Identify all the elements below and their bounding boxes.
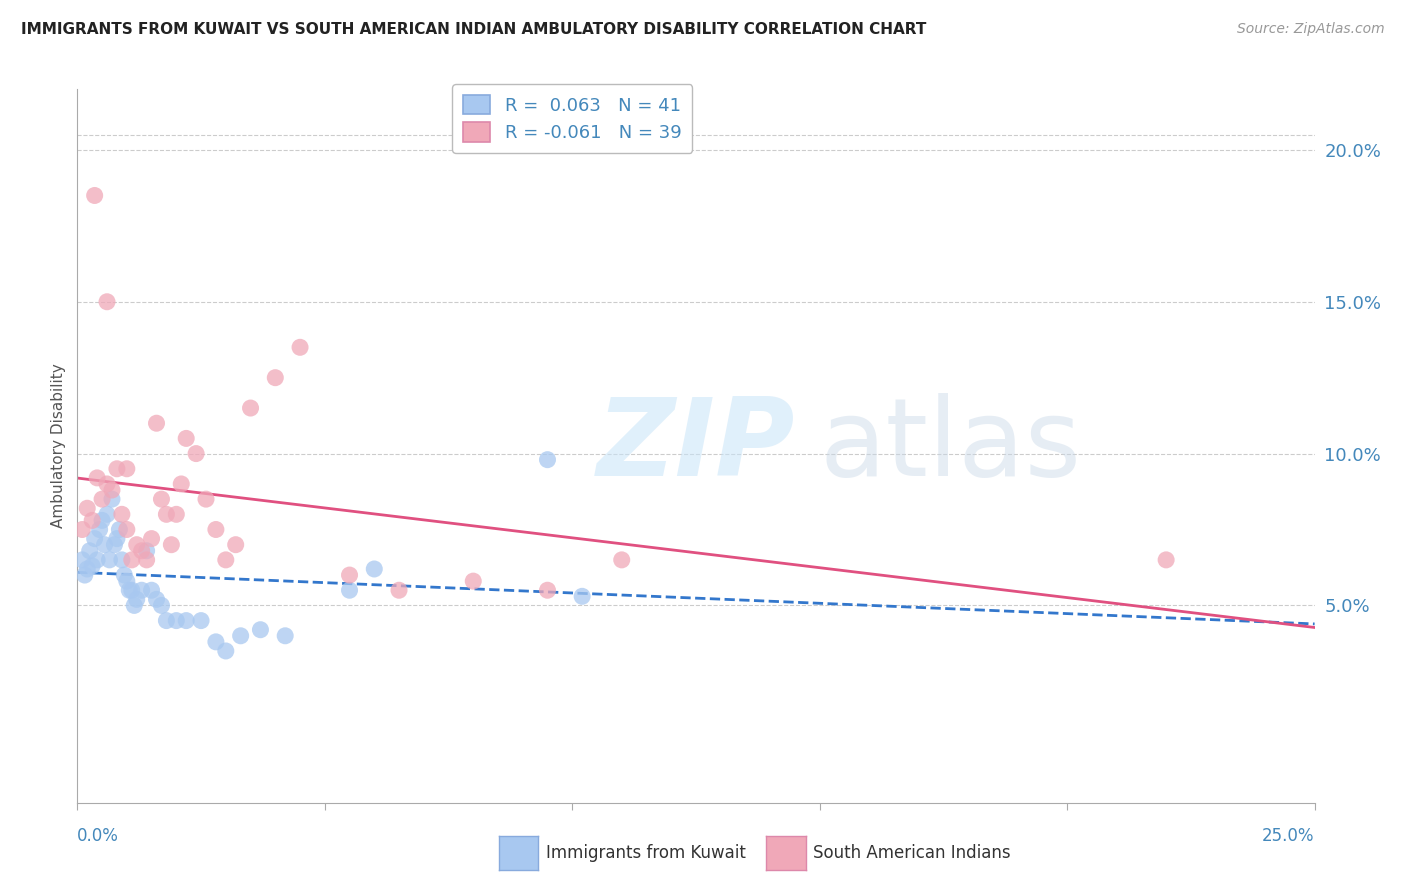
Point: [103, 538, 125, 552]
Point: [72, 553, 94, 567]
Point: [83, 532, 105, 546]
Point: [91, 513, 114, 527]
Point: [170, 477, 193, 491]
Point: [83, 188, 105, 202]
Point: [155, 614, 177, 628]
Text: Source: ZipAtlas.com: Source: ZipAtlas.com: [1237, 22, 1385, 37]
Point: [249, 623, 271, 637]
Point: [111, 508, 134, 522]
Point: [155, 508, 177, 522]
Point: [115, 574, 138, 588]
Point: [122, 599, 145, 613]
Point: [141, 583, 163, 598]
Point: [115, 462, 138, 476]
Point: [125, 592, 148, 607]
Point: [101, 483, 124, 497]
Point: [215, 644, 238, 658]
Point: [125, 538, 148, 552]
Point: [205, 635, 228, 649]
Point: [86, 471, 108, 485]
Text: atlas: atlas: [820, 393, 1081, 499]
Y-axis label: Ambulatory Disability: Ambulatory Disability: [51, 364, 66, 528]
Point: [115, 523, 138, 537]
Point: [131, 543, 153, 558]
Point: [536, 452, 558, 467]
Point: [72, 523, 94, 537]
Text: Immigrants from Kuwait: Immigrants from Kuwait: [546, 844, 745, 862]
Point: [108, 523, 131, 537]
Point: [274, 629, 297, 643]
Point: [571, 590, 593, 604]
Point: [339, 568, 361, 582]
Point: [160, 538, 183, 552]
Point: [135, 553, 157, 567]
Point: [121, 553, 143, 567]
Point: [82, 558, 104, 573]
Legend: R =  0.063   N = 41, R = -0.061   N = 39: R = 0.063 N = 41, R = -0.061 N = 39: [453, 84, 692, 153]
Point: [98, 553, 121, 567]
Point: [239, 401, 262, 415]
Point: [89, 523, 111, 537]
Point: [229, 629, 252, 643]
Point: [86, 553, 108, 567]
Point: [96, 508, 118, 522]
Point: [76, 562, 98, 576]
Point: [205, 523, 228, 537]
Point: [174, 431, 197, 445]
Point: [363, 562, 385, 576]
Point: [141, 532, 163, 546]
Point: [195, 492, 218, 507]
Text: 0.0%: 0.0%: [77, 827, 120, 845]
Point: [76, 501, 98, 516]
Point: [96, 294, 118, 309]
Text: 25.0%: 25.0%: [1263, 827, 1315, 845]
Point: [150, 599, 173, 613]
Point: [96, 477, 118, 491]
Point: [93, 538, 115, 552]
Point: [131, 583, 153, 598]
Point: [288, 340, 311, 354]
Point: [82, 513, 104, 527]
Text: South American Indians: South American Indians: [813, 844, 1011, 862]
Point: [215, 553, 238, 567]
Point: [165, 508, 187, 522]
Point: [190, 614, 212, 628]
Point: [463, 574, 485, 588]
Point: [105, 462, 128, 476]
Point: [184, 447, 207, 461]
Point: [1154, 553, 1177, 567]
Point: [111, 553, 134, 567]
Point: [105, 532, 128, 546]
Text: IMMIGRANTS FROM KUWAIT VS SOUTH AMERICAN INDIAN AMBULATORY DISABILITY CORRELATIO: IMMIGRANTS FROM KUWAIT VS SOUTH AMERICAN…: [21, 22, 927, 37]
Point: [174, 614, 197, 628]
Point: [145, 416, 167, 430]
Text: ZIP: ZIP: [598, 393, 796, 499]
Point: [112, 568, 135, 582]
Point: [118, 583, 141, 598]
Point: [121, 583, 143, 598]
Point: [165, 614, 187, 628]
Point: [101, 492, 124, 507]
Point: [264, 370, 287, 384]
Point: [73, 568, 96, 582]
Point: [536, 583, 558, 598]
Point: [135, 543, 157, 558]
Point: [79, 543, 101, 558]
Point: [91, 492, 114, 507]
Point: [610, 553, 633, 567]
Point: [339, 583, 361, 598]
Point: [145, 592, 167, 607]
Point: [150, 492, 173, 507]
Point: [225, 538, 247, 552]
Point: [388, 583, 411, 598]
